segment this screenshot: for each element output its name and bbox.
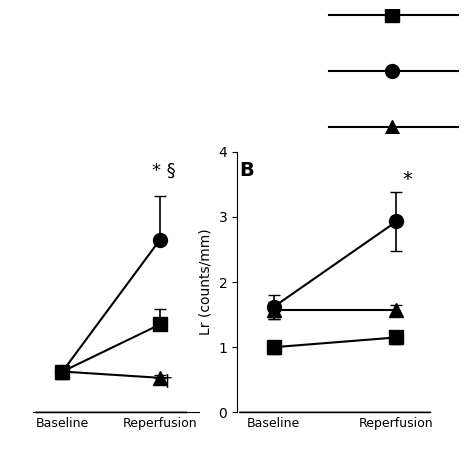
Y-axis label: Lr (counts/mm): Lr (counts/mm) <box>199 229 213 335</box>
Text: *: * <box>402 171 412 190</box>
Text: * §: * § <box>152 162 176 180</box>
Text: †: † <box>163 372 172 390</box>
Text: B: B <box>239 162 254 181</box>
